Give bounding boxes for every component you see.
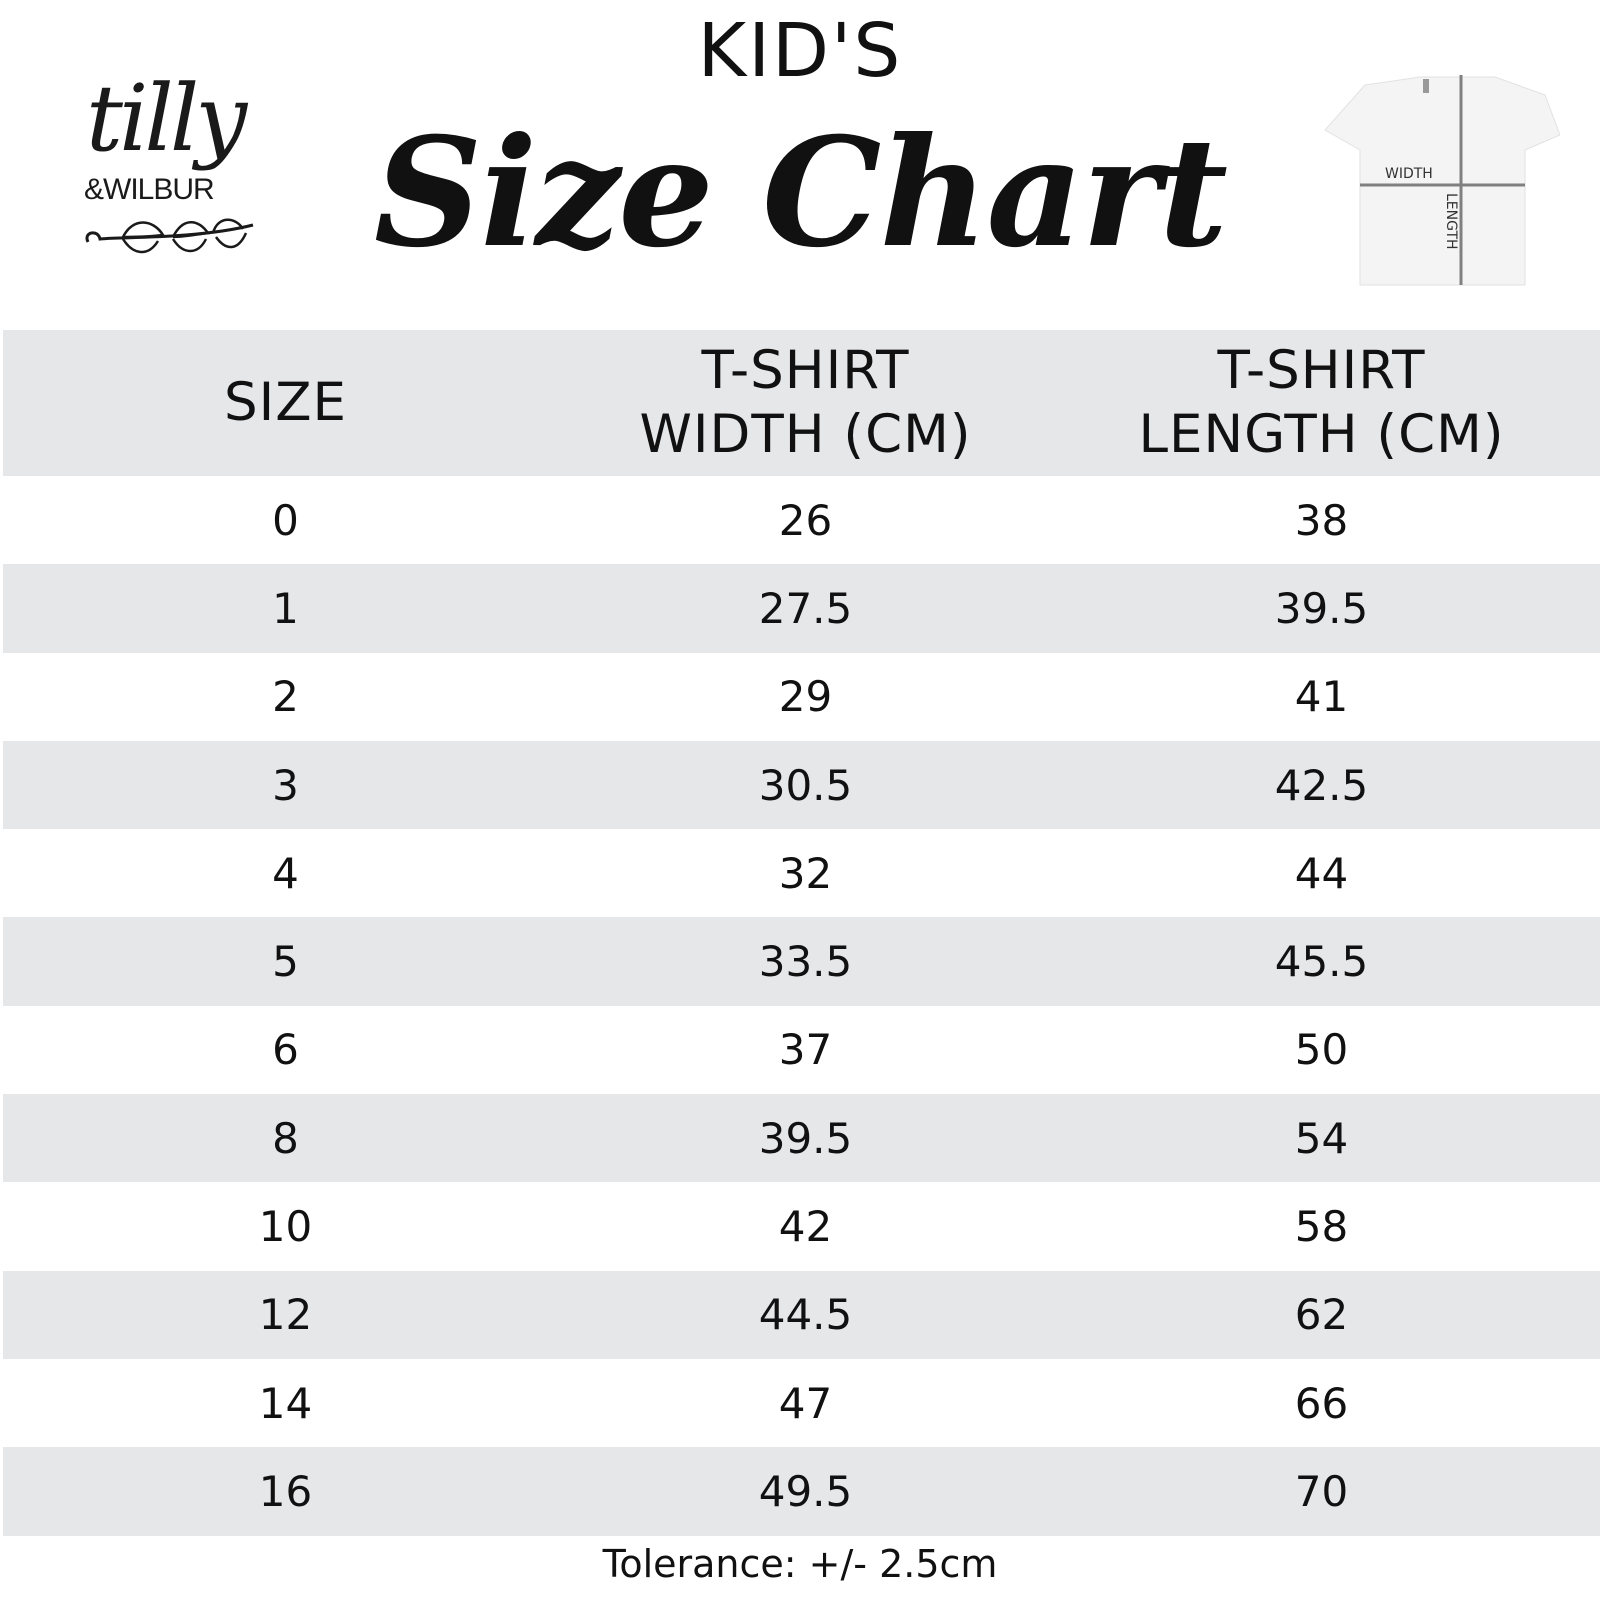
table-row: 0 26 38 [3,476,1600,564]
tshirt-diagram: WIDTH LENGTH [1320,75,1561,290]
cell-length: 44 [1294,848,1349,898]
cell-size: 3 [3,740,568,830]
table-header-row: SIZE T-SHIRT WIDTH (CM) T-SHIRT LENGTH (CM… [3,330,1600,476]
cell-width: 27.5 [568,564,1043,653]
header-line: LENGTH (CM) [1138,404,1505,465]
cell-width: 49.5 [568,1447,1043,1536]
header-line: T-SHIRT [1217,340,1426,401]
cell-size: 12 [3,1270,568,1359]
column-header-width: T-SHIRT WIDTH (CM) [568,330,1043,476]
header-line: T-SHIRT [701,340,910,401]
width-label: WIDTH [1385,166,1433,182]
cell-size: 16 [3,1447,568,1536]
table-row: 1 27.5 39.5 [3,564,1600,653]
tshirt-icon [1324,75,1561,286]
page-title: Size Chart [373,105,1228,281]
cell-size: 0 [272,495,299,545]
table-row: 14 47 66 [3,1359,1600,1447]
table-row: 16 49.5 70 [3,1447,1600,1536]
leaf-branch-icon [85,218,254,254]
cell-length: 62 [1043,1270,1600,1359]
cell-length: 54 [1043,1094,1600,1183]
cell-length: 39.5 [1043,564,1600,653]
cell-length: 70 [1043,1447,1600,1536]
table-row: 3 30.5 42.5 [3,740,1600,830]
header-line: SIZE [223,372,348,433]
cell-size: 14 [258,1378,313,1428]
length-label: LENGTH [1443,193,1459,250]
logo-script: tilly [86,65,247,172]
table-row: 12 44.5 62 [3,1270,1600,1359]
cell-length: 45.5 [1043,917,1600,1006]
table-row: 5 33.5 45.5 [3,917,1600,1006]
cell-width: 32 [778,848,833,898]
table-row: 8 39.5 54 [3,1094,1600,1183]
cell-size: 2 [272,672,299,722]
cell-width: 42 [778,1202,833,1252]
cell-width: 29 [778,672,833,722]
cell-width: 47 [778,1378,833,1428]
size-table: SIZE T-SHIRT WIDTH (CM) T-SHIRT LENGTH (CM… [3,330,1600,1536]
table-row: 6 37 50 [3,1006,1600,1094]
cell-width: 30.5 [568,740,1043,830]
cell-length: 42.5 [1043,740,1600,830]
cell-length: 58 [1294,1202,1349,1252]
cell-size: 8 [3,1094,568,1183]
cell-size: 5 [3,917,568,1006]
kicker-heading: KID'S [697,8,903,94]
cell-size: 4 [272,848,299,898]
cell-length: 66 [1294,1378,1349,1428]
table-row: 10 42 58 [3,1182,1600,1270]
brand-logo: tilly &WILBUR [78,65,268,265]
cell-width: 39.5 [568,1094,1043,1183]
cell-size: 6 [272,1025,299,1075]
cell-size: 10 [258,1202,313,1252]
cell-width: 33.5 [568,917,1043,1006]
cell-width: 44.5 [568,1270,1043,1359]
header-line: WIDTH (CM) [639,404,972,465]
tolerance-note: Tolerance: +/- 2.5cm [602,1542,998,1586]
column-header-length: T-SHIRT LENGTH (CM) [1043,330,1600,476]
cell-length: 50 [1294,1025,1349,1075]
column-header-size: SIZE [3,330,568,476]
cell-length: 41 [1294,672,1349,722]
cell-width: 37 [778,1025,833,1075]
table-row: 4 32 44 [3,829,1600,917]
logo-subtitle: &WILBUR [84,173,215,206]
table-row: 2 29 41 [3,653,1600,741]
cell-size: 1 [3,564,568,653]
cell-width: 26 [778,495,833,545]
cell-length: 38 [1294,495,1349,545]
